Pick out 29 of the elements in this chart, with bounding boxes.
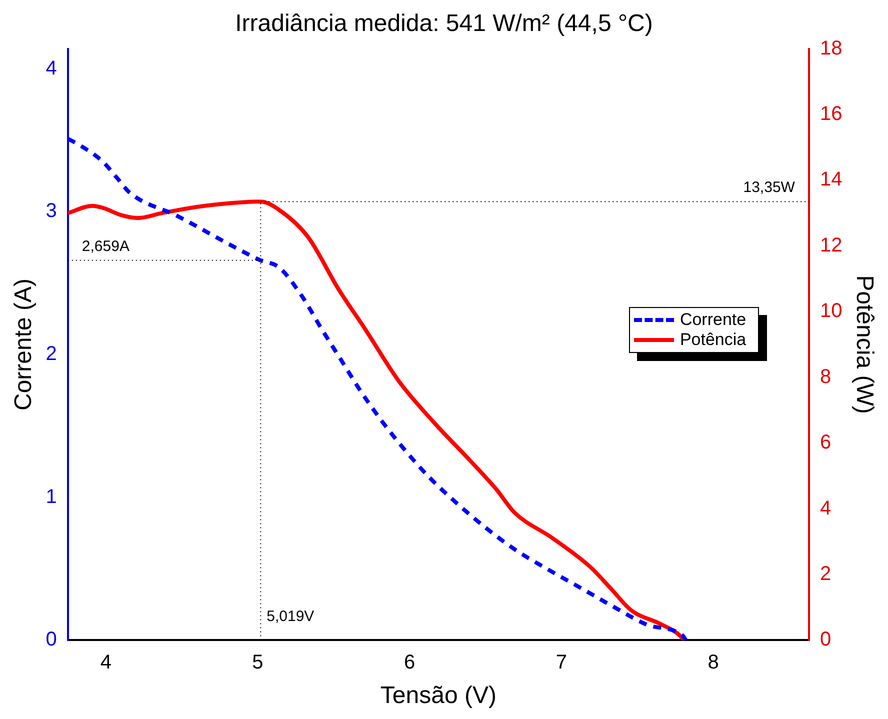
y-tick-label: 0 bbox=[46, 628, 57, 651]
x-tick-label: 6 bbox=[404, 652, 416, 674]
legend-label: Potência bbox=[680, 330, 746, 350]
y2-tick-label: 16 bbox=[820, 103, 842, 126]
y2-tick-label: 12 bbox=[820, 234, 842, 256]
x-axis-title: Tensão (V) bbox=[380, 682, 496, 710]
x-tick-label: 4 bbox=[100, 652, 112, 674]
x-tick-label: 8 bbox=[708, 652, 719, 674]
y2-axis-title: Potência (W) bbox=[850, 275, 878, 414]
ref-line-label: 13,35W bbox=[743, 179, 796, 196]
x-tick-label: 7 bbox=[556, 652, 567, 674]
y2-tick-label: 4 bbox=[820, 497, 832, 520]
legend-label: Corrente bbox=[680, 310, 746, 330]
y2-tick-label: 10 bbox=[820, 300, 842, 322]
x-tick-label: 5 bbox=[252, 652, 264, 674]
y-tick-label: 4 bbox=[46, 57, 57, 80]
y-tick-label: 1 bbox=[46, 486, 57, 508]
y2-tick-label: 0 bbox=[820, 628, 832, 651]
y2-tick-label: 8 bbox=[820, 366, 832, 388]
y2-tick-label: 18 bbox=[820, 37, 842, 60]
y-axis-title: Corrente (A) bbox=[10, 278, 38, 411]
chart-title: Irradiância medida: 541 W/m² (44,5 °C) bbox=[235, 10, 653, 38]
y2-tick-label: 2 bbox=[820, 563, 832, 586]
y-tick-label: 3 bbox=[46, 200, 57, 222]
y2-tick-label: 14 bbox=[820, 168, 842, 191]
ref-line-label: 2,659A bbox=[82, 238, 130, 255]
y-tick-label: 2 bbox=[46, 343, 57, 366]
y2-tick-label: 6 bbox=[820, 432, 832, 454]
ref-line-label: 5,019V bbox=[266, 608, 314, 625]
